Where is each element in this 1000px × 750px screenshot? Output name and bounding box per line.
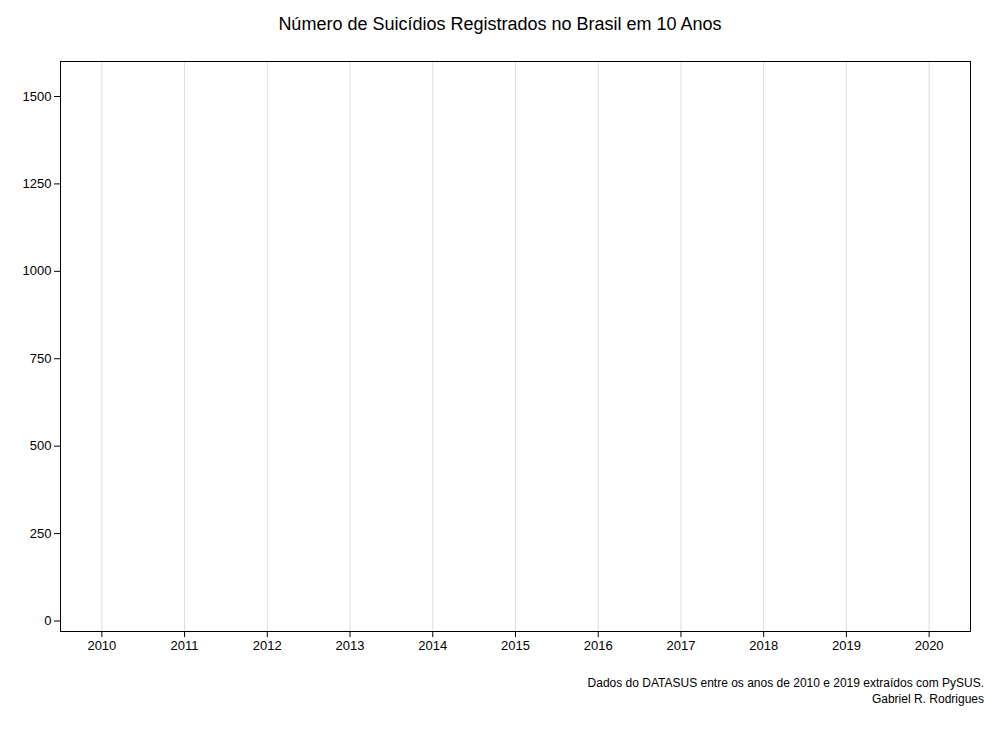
svg-text:2019: 2019	[832, 638, 861, 653]
svg-text:2012: 2012	[253, 638, 282, 653]
svg-text:2017: 2017	[666, 638, 695, 653]
svg-text:750: 750	[30, 351, 52, 366]
svg-text:2016: 2016	[584, 638, 613, 653]
svg-text:2018: 2018	[749, 638, 778, 653]
html-text:Gabriel R. Rodrigues: Gabriel R. Rodrigues	[871, 692, 984, 707]
html-text:Dados do DATASUS entre os anos: Dados do DATASUS entre os anos de 2010 e…	[587, 676, 984, 690]
svg-text:2013: 2013	[336, 638, 365, 653]
svg-text:2015: 2015	[501, 638, 530, 653]
svg-text:0: 0	[44, 613, 51, 628]
html-text:Número de Suicídios Registrado: Número de Suicídios Registrados no Brasi…	[278, 14, 722, 34]
svg-text:1500: 1500	[23, 89, 52, 104]
svg-text:1250: 1250	[23, 176, 52, 191]
svg-text:500: 500	[30, 438, 52, 453]
svg-text:2014: 2014	[418, 638, 447, 653]
svg-text:2020: 2020	[915, 638, 944, 653]
svg-text:2010: 2010	[87, 638, 116, 653]
svg-text:250: 250	[30, 526, 52, 541]
svg-text:2011: 2011	[171, 638, 199, 653]
svg-text:1000: 1000	[23, 263, 52, 278]
